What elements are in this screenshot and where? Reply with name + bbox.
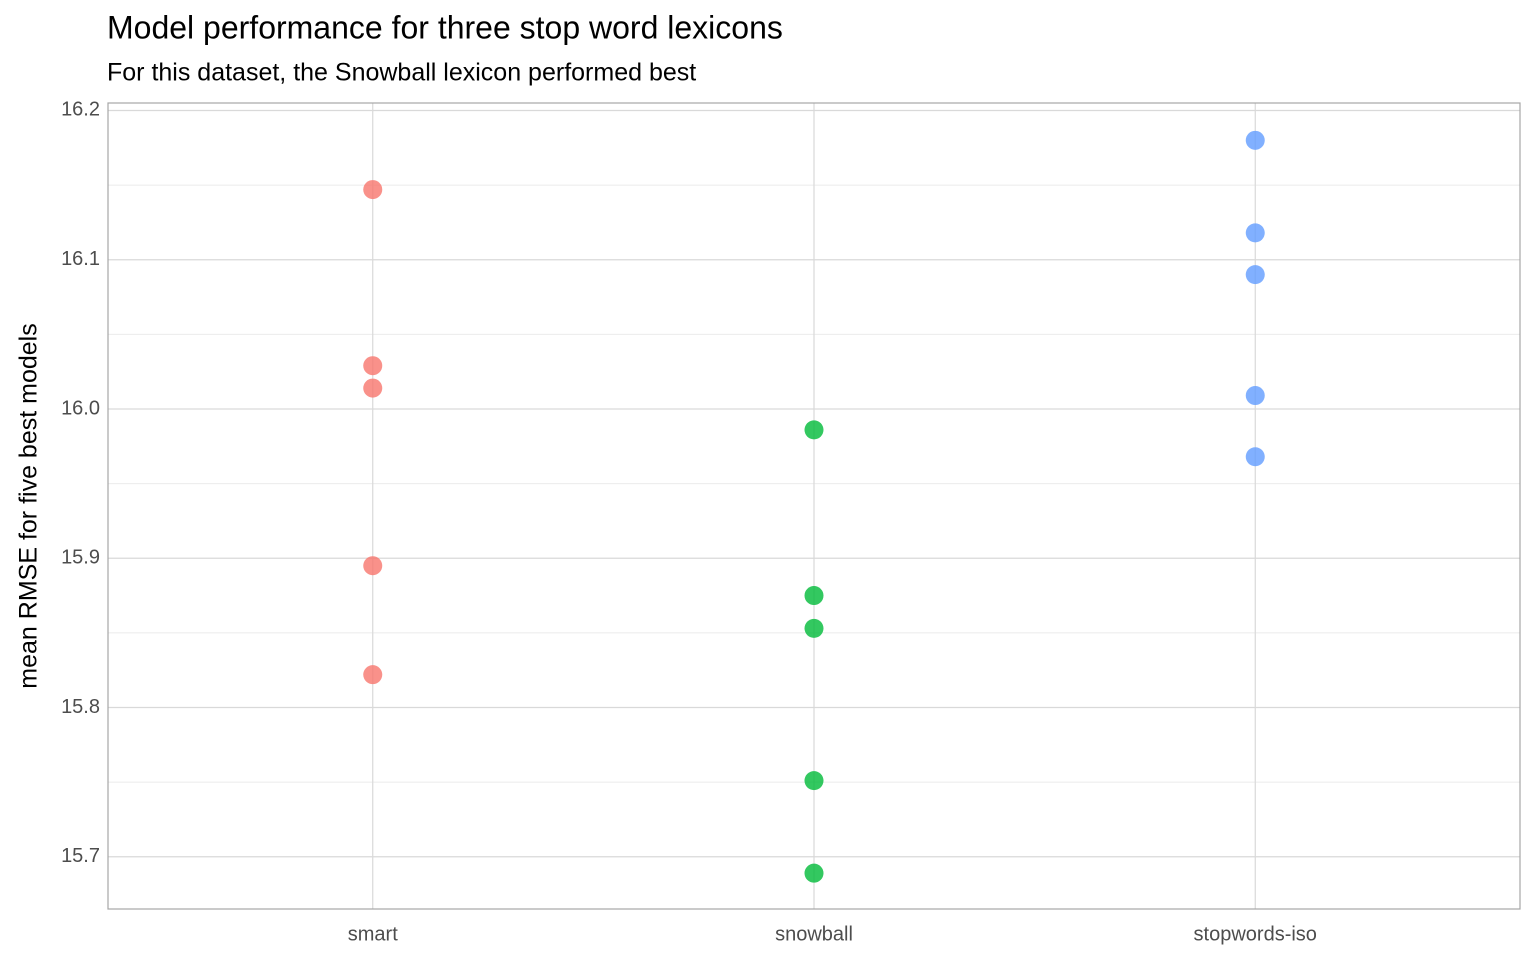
panel-border [107,102,1521,910]
x-tick-label: snowball [775,923,853,945]
y-tick-label: 16.2 [61,99,100,121]
point [363,378,383,398]
point [363,556,383,576]
point [1245,265,1265,285]
point [804,618,824,638]
point [363,356,383,376]
point [804,863,824,883]
chart-subtitle: For this dataset, the Snowball lexicon p… [107,59,696,87]
point [363,180,383,200]
point [1245,223,1265,243]
point [804,586,824,606]
x-tick-label: stopwords-iso [1194,923,1317,945]
chart-title: Model performance for three stop word le… [107,9,783,45]
point [1245,130,1265,150]
point [1245,447,1265,467]
point [804,420,824,440]
x-tick-label: smart [348,923,398,945]
point [804,771,824,791]
y-tick-label: 16.1 [61,248,100,270]
point [363,665,383,685]
y-tick-label: 15.9 [61,547,100,569]
y-tick-label: 15.8 [61,696,100,718]
y-axis-label: mean RMSE for five best models [15,323,43,688]
y-tick-label: 16.0 [61,397,100,419]
point [1245,386,1265,406]
y-tick-label: 15.7 [61,845,100,867]
